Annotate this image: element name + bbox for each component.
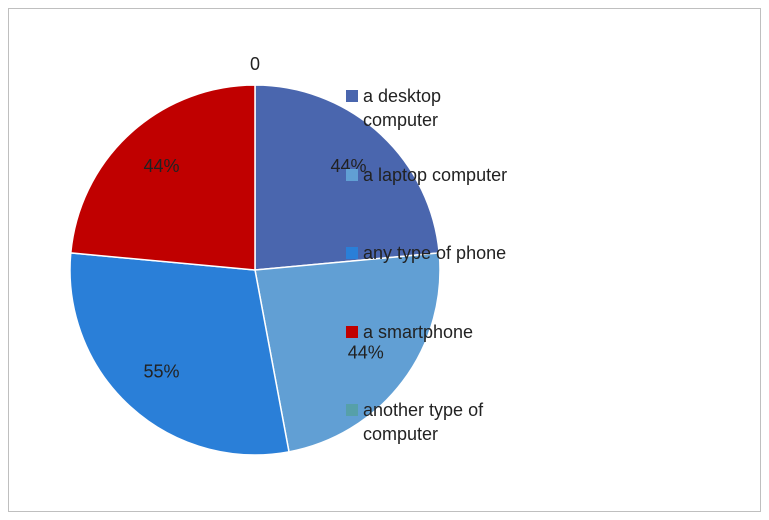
legend-swatch [346, 404, 358, 416]
legend-label: any type of phone [363, 243, 507, 263]
legend-label: a laptop computer [363, 164, 508, 185]
legend-label: a smartphone [363, 321, 474, 342]
legend: a desktop computer a laptop computer any t… [346, 84, 516, 477]
legend-item: a desktop computer [346, 84, 516, 163]
legend-swatch [346, 325, 358, 338]
legend-label: another type of computer [363, 400, 484, 444]
data-label: 0 [250, 54, 260, 74]
data-label: 55% [144, 361, 180, 381]
pie-slice [69, 252, 290, 456]
legend-item: a laptop computer [346, 163, 516, 242]
legend-swatch [346, 90, 358, 102]
legend-swatch [346, 168, 358, 181]
pie-slice [254, 252, 441, 453]
legend-label: a desktop computer [363, 86, 442, 130]
pie-slice [69, 84, 256, 271]
data-label: 44% [348, 342, 384, 362]
legend-item: any type of phone [346, 241, 516, 320]
legend-item: a smartphone [346, 320, 516, 399]
legend-item: another type of computer [346, 398, 516, 477]
data-label: 44% [144, 156, 180, 176]
legend-swatch [346, 247, 358, 259]
